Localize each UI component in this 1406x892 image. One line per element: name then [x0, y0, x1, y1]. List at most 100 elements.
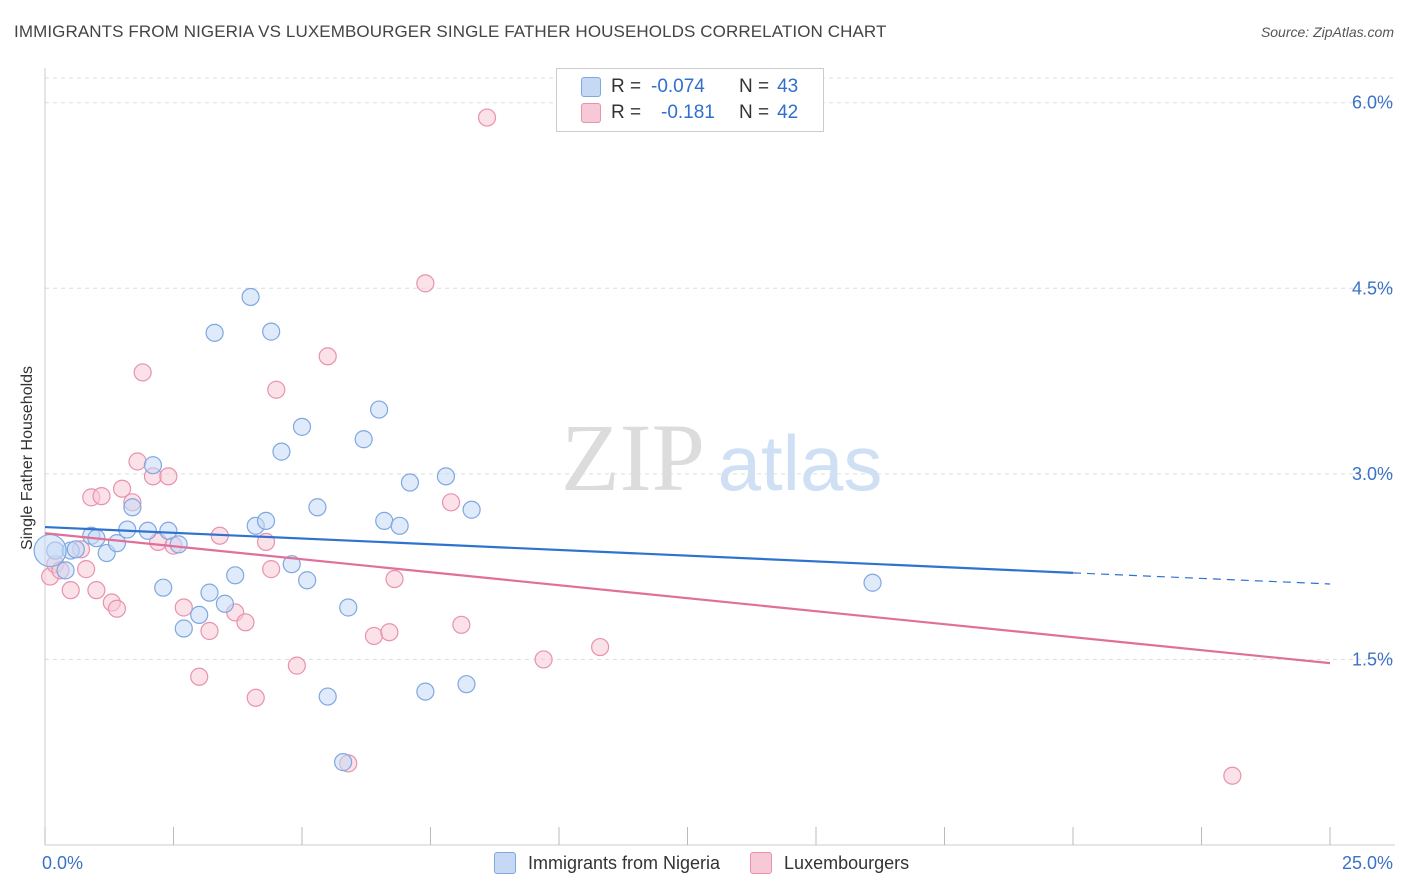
- point-nigeria: [205, 323, 224, 342]
- watermark-atlas: atlas: [718, 419, 883, 507]
- point-nigeria: [339, 598, 358, 617]
- point-luxembourgers: [107, 599, 127, 618]
- grid-lines: [45, 77, 1395, 660]
- point-nigeria: [226, 566, 245, 585]
- point-nigeria: [436, 467, 456, 486]
- point-luxembourgers: [112, 479, 132, 498]
- point-luxembourgers: [534, 650, 553, 669]
- tick-labels: 1.5% 3.0% 4.5% 6.0% 0.0% 25.0%: [42, 93, 1393, 873]
- legend-r-value: -0.181: [661, 102, 715, 123]
- point-nigeria: [282, 555, 301, 574]
- legend-row-nigeria: R = -0.074 N = 43: [581, 75, 798, 99]
- point-nigeria: [107, 534, 127, 553]
- point-nigeria: [334, 753, 353, 772]
- x-tick-label: 0.0%: [42, 853, 83, 873]
- point-luxembourgers: [287, 656, 306, 675]
- stats-legend: R = -0.074 N = 43 R = -0.181 N = 42: [556, 68, 824, 132]
- point-luxembourgers: [441, 493, 461, 512]
- point-nigeria: [169, 535, 188, 554]
- point-nigeria: [143, 456, 163, 475]
- point-nigeria: [354, 430, 373, 449]
- point-luxembourgers: [159, 467, 178, 486]
- point-nigeria: [318, 687, 337, 706]
- point-nigeria: [308, 498, 327, 517]
- point-nigeria: [154, 578, 173, 597]
- point-luxembourgers: [92, 487, 111, 506]
- legend-swatch-pink: [581, 103, 601, 123]
- point-luxembourgers: [477, 108, 497, 127]
- trend-line-nigeria-extension: [1072, 572, 1331, 585]
- point-luxembourgers: [364, 626, 384, 646]
- trend-line-luxembourgers: [44, 532, 1331, 665]
- point-nigeria: [390, 516, 409, 535]
- point-luxembourgers: [262, 560, 281, 579]
- legend-label-nigeria: Immigrants from Nigeria: [528, 852, 721, 873]
- point-nigeria: [200, 583, 219, 602]
- point-luxembourgers: [133, 363, 152, 382]
- point-nigeria: [241, 287, 260, 307]
- point-nigeria: [256, 511, 276, 530]
- point-luxembourgers: [267, 380, 286, 399]
- legend-n-label: N =: [739, 102, 770, 123]
- point-nigeria: [56, 561, 75, 580]
- point-luxembourgers: [1223, 766, 1242, 785]
- swatch-blue: [494, 852, 516, 874]
- point-nigeria: [123, 498, 142, 517]
- x-tick-label: 25.0%: [1342, 853, 1393, 873]
- point-nigeria: [462, 500, 481, 519]
- legend-n-value: 42: [777, 102, 799, 123]
- point-nigeria: [292, 417, 312, 436]
- legend-n-label: N =: [739, 76, 770, 97]
- point-luxembourgers: [318, 347, 337, 366]
- point-nigeria: [370, 400, 389, 419]
- swatch-pink: [750, 852, 773, 874]
- y-tick-label: 4.5%: [1352, 278, 1393, 298]
- point-luxembourgers: [236, 613, 255, 632]
- y-tick-label: 1.5%: [1352, 649, 1393, 669]
- point-nigeria: [174, 619, 193, 638]
- point-nigeria: [400, 473, 420, 492]
- legend-label-luxembourgers: Luxembourgers: [784, 852, 910, 873]
- point-nigeria: [159, 521, 178, 540]
- legend-r-label: R =: [611, 102, 642, 123]
- legend-r-value: -0.074: [651, 76, 705, 97]
- point-luxembourgers: [591, 637, 610, 657]
- point-nigeria: [190, 605, 209, 625]
- point-luxembourgers: [61, 581, 80, 600]
- point-luxembourgers: [200, 621, 219, 641]
- watermark-zip: ZIP: [561, 404, 705, 511]
- point-luxembourgers: [452, 615, 471, 634]
- point-luxembourgers: [174, 598, 193, 617]
- legend-item-luxembourgers[interactable]: Luxembourgers: [750, 852, 909, 874]
- point-luxembourgers: [87, 581, 106, 600]
- series-legend: Immigrants from Nigeria Luxembourgers: [494, 852, 939, 874]
- point-nigeria: [298, 571, 317, 590]
- point-nigeria: [215, 594, 234, 613]
- trend-lines: [44, 525, 1331, 665]
- legend-row-luxembourgers: R = -0.181 N = 42: [581, 101, 798, 125]
- source-credit: Source: ZipAtlas.com: [1260, 24, 1394, 40]
- point-luxembourgers: [246, 688, 265, 707]
- point-nigeria: [416, 682, 435, 701]
- point-nigeria: [66, 540, 85, 559]
- y-tick-label: 6.0%: [1352, 93, 1393, 113]
- point-luxembourgers: [190, 667, 209, 686]
- point-luxembourgers: [385, 569, 404, 589]
- point-luxembourgers: [380, 623, 399, 642]
- point-nigeria: [262, 322, 281, 341]
- point-luxembourgers: [77, 560, 96, 579]
- point-nigeria: [375, 511, 394, 530]
- legend-n-value: 43: [777, 76, 799, 97]
- point-nigeria: [457, 675, 476, 694]
- point-nigeria-cluster: [33, 533, 67, 568]
- trend-line-nigeria: [44, 525, 1074, 574]
- legend-item-nigeria[interactable]: Immigrants from Nigeria: [494, 852, 720, 874]
- y-axis-label: Single Father Households: [19, 365, 36, 551]
- legend-swatch-blue: [581, 77, 601, 97]
- legend-r-label: R =: [611, 76, 642, 97]
- chart-title: IMMIGRANTS FROM NIGERIA VS LUXEMBOURGER …: [14, 22, 887, 41]
- point-luxembourgers: [128, 452, 147, 471]
- y-tick-label: 3.0%: [1352, 464, 1393, 484]
- point-nigeria: [863, 573, 882, 592]
